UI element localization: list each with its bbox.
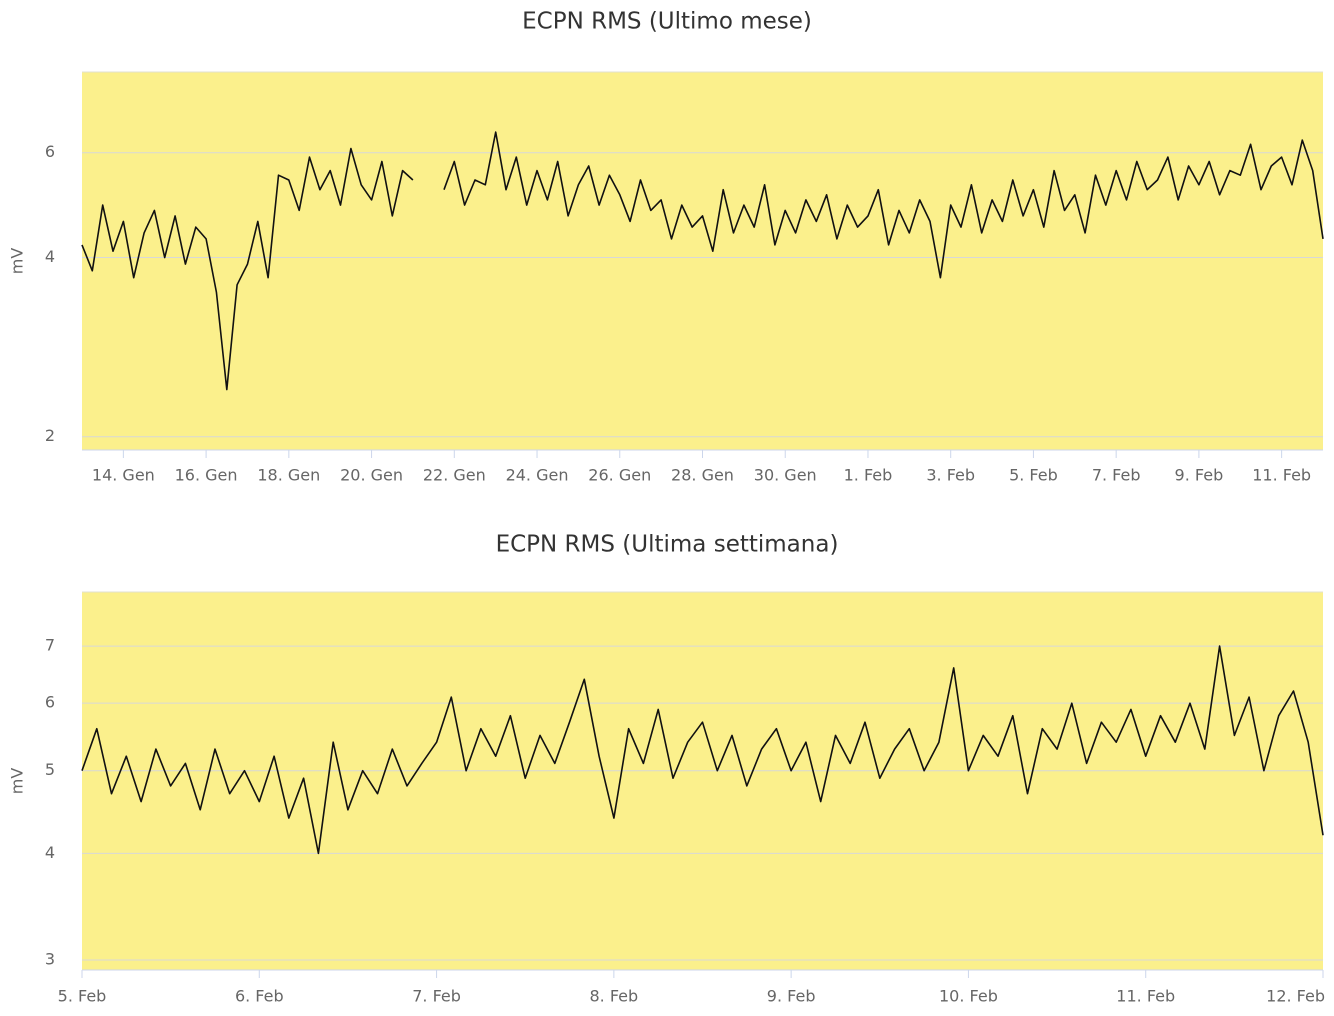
x-tick-label: 20. Gen <box>340 466 403 485</box>
x-tick-label: 12. Feb <box>1266 987 1325 1006</box>
y-tick-label: 6 <box>45 142 55 161</box>
x-tick-label: 3. Feb <box>926 466 975 485</box>
x-tick-label: 5. Feb <box>1009 466 1058 485</box>
x-tick-label: 24. Gen <box>506 466 569 485</box>
x-tick-label: 8. Feb <box>590 987 639 1006</box>
x-tick-label: 14. Gen <box>92 466 155 485</box>
x-tick-label: 11. Feb <box>1252 466 1311 485</box>
chart-title: ECPN RMS (Ultimo mese) <box>522 9 812 35</box>
x-tick-label: 10. Feb <box>939 987 998 1006</box>
y-tick-label: 4 <box>45 247 55 266</box>
y-axis-label: mV <box>8 768 27 795</box>
x-tick-label: 9. Feb <box>1175 466 1224 485</box>
x-tick-label: 30. Gen <box>754 466 817 485</box>
x-tick-label: 9. Feb <box>767 987 816 1006</box>
x-tick-label: 11. Feb <box>1116 987 1175 1006</box>
y-tick-label: 7 <box>45 636 55 655</box>
x-tick-label: 26. Gen <box>588 466 651 485</box>
x-tick-label: 6. Feb <box>235 987 284 1006</box>
x-tick-label: 1. Feb <box>844 466 893 485</box>
x-tick-label: 7. Feb <box>412 987 461 1006</box>
plot-background <box>82 72 1323 450</box>
y-axis-label: mV <box>8 248 27 275</box>
x-tick-label: 18. Gen <box>257 466 320 485</box>
y-tick-label: 5 <box>45 760 55 779</box>
y-tick-label: 4 <box>45 843 55 862</box>
y-tick-label: 3 <box>45 949 55 968</box>
data-line <box>81 645 1324 855</box>
x-tick-label: 16. Gen <box>175 466 238 485</box>
chart-title: ECPN RMS (Ultima settimana) <box>496 532 839 558</box>
plot-background <box>82 592 1323 970</box>
y-tick-label: 2 <box>45 426 55 445</box>
y-tick-label: 6 <box>45 693 55 712</box>
x-tick-label: 28. Gen <box>671 466 734 485</box>
x-tick-label: 22. Gen <box>423 466 486 485</box>
data-line <box>81 131 1324 391</box>
x-tick-label: 7. Feb <box>1092 466 1141 485</box>
x-tick-label: 5. Feb <box>58 987 107 1006</box>
